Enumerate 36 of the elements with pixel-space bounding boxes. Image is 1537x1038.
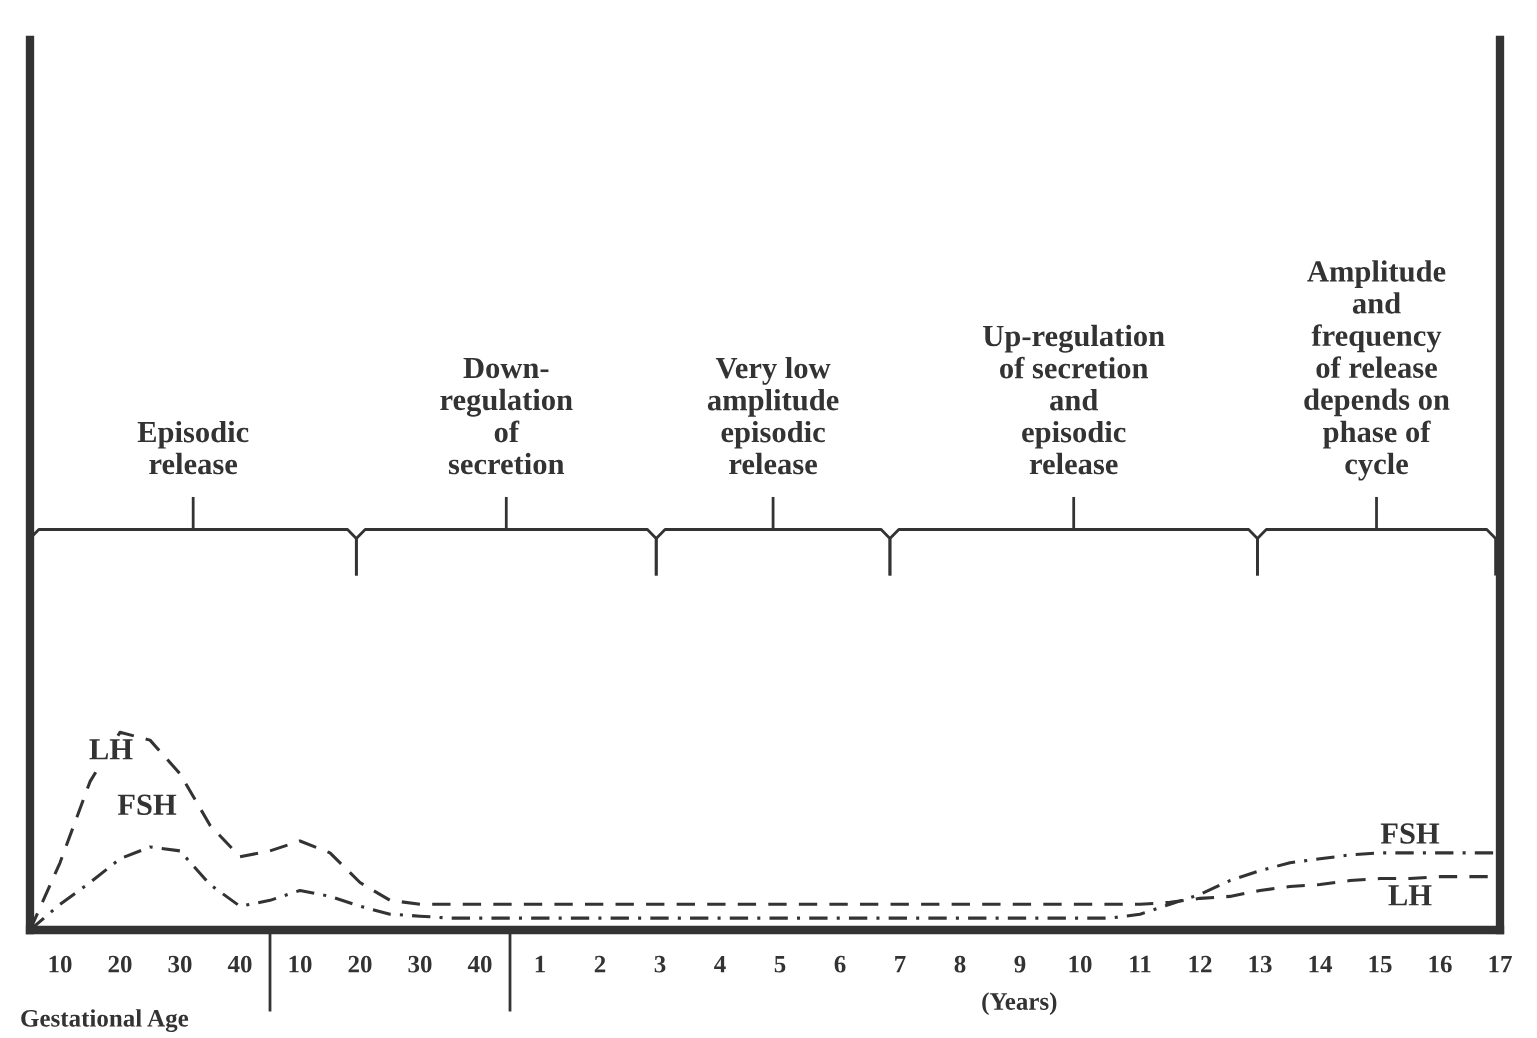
x-tick-label: 8 [954,955,966,973]
series-label: LH [1388,885,1432,906]
x-tick-label: 13 [1249,955,1272,973]
annotation: FSH [117,794,177,816]
text: Very low amplitude episodic release [707,356,839,475]
x-tick-label: 15 [1369,955,1392,973]
text: Up-regulation of secretion and episodic release [983,324,1165,475]
x-tick-label: 30 [168,955,192,973]
x-tick-label: 7 [895,955,906,973]
x-tick-label: 40 [227,955,252,973]
x-tick-label: 6 [834,955,846,973]
x-tick-label: 30 [408,955,432,973]
x-tick-label: 10 [1069,955,1092,973]
x-tick-label: 20 [348,955,372,973]
x-tick-label: 12 [1189,955,1212,973]
x-tick-label: 3 [654,955,666,973]
x-tick-label: 4 [714,955,726,973]
x-tick-label: 40 [467,955,492,973]
x-tick-label: 5 [774,955,786,973]
x-tick-label: 14 [1309,955,1333,973]
x-tick-label: 11 [1130,955,1151,973]
x-tick-label: 17 [1489,955,1512,973]
text: Episodic release [137,420,249,475]
x-axis-title: (Years) [982,992,1057,1015]
x-tick-label: 9 [1014,955,1026,973]
text: Gestational Age [21,1009,189,1032]
x-tick-label: 16 [1429,955,1452,973]
x-tick-label: 10 [49,955,72,973]
x-tick-label: 20 [108,955,132,973]
series-label: FSH [1380,823,1440,844]
text: Amplitude and frequency of release depends on phase of cycle [1304,260,1450,481]
annotation: LH [89,739,133,760]
x-tick-label: 10 [289,955,312,973]
x-tick-label: 2 [594,955,606,973]
text: Down- regulation of secretion [440,357,573,475]
x-tick-label: 1 [535,955,545,973]
